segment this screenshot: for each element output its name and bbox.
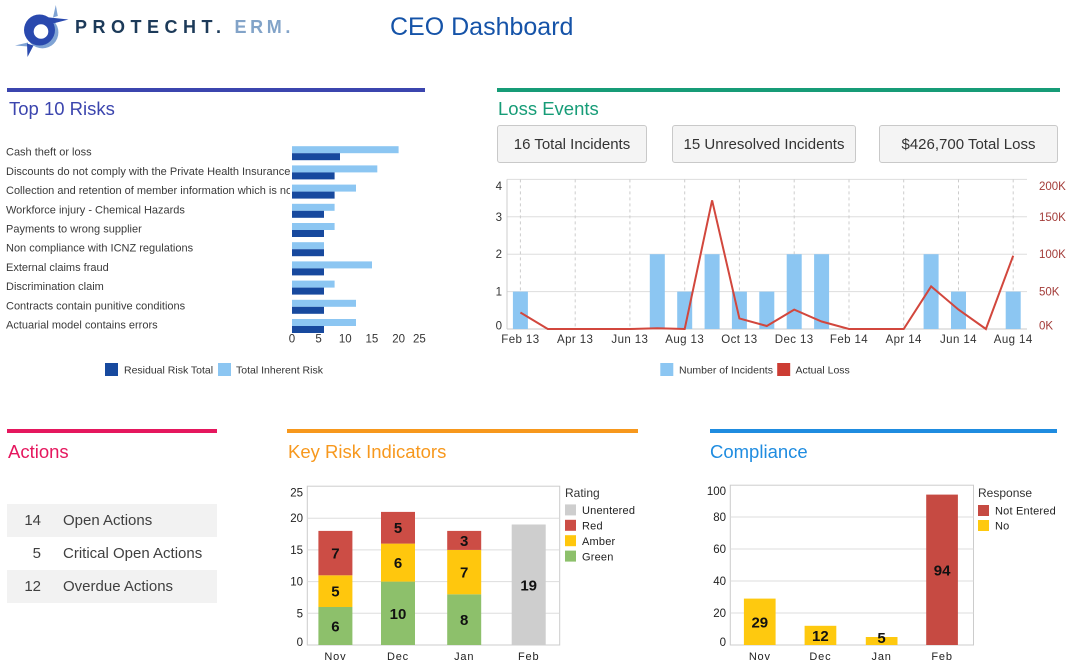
- svg-text:5: 5: [877, 630, 885, 647]
- svg-text:5: 5: [297, 608, 303, 620]
- svg-text:1: 1: [496, 287, 502, 299]
- svg-text:Payments to wrong supplier: Payments to wrong supplier: [6, 224, 142, 236]
- svg-text:2: 2: [496, 249, 502, 261]
- svg-text:0: 0: [496, 321, 502, 333]
- svg-text:Nov: Nov: [749, 651, 771, 663]
- svg-text:0K: 0K: [1039, 321, 1053, 333]
- svg-text:6: 6: [331, 619, 339, 636]
- svg-text:20: 20: [290, 513, 303, 525]
- svg-text:3: 3: [496, 212, 502, 224]
- svg-text:100K: 100K: [1039, 249, 1066, 261]
- svg-text:0: 0: [297, 637, 303, 649]
- svg-text:Jun 13: Jun 13: [611, 334, 648, 346]
- svg-text:7: 7: [331, 546, 339, 563]
- svg-text:Response: Response: [978, 486, 1032, 500]
- svg-text:10: 10: [339, 334, 352, 346]
- svg-text:15: 15: [366, 334, 379, 346]
- svg-text:10: 10: [390, 606, 407, 623]
- svg-text:Apr 14: Apr 14: [886, 334, 922, 346]
- svg-text:Non compliance with ICNZ regul: Non compliance with ICNZ regulations: [6, 243, 194, 255]
- svg-text:Actuarial model contains error: Actuarial model contains errors: [6, 320, 158, 332]
- svg-text:0: 0: [720, 637, 726, 649]
- svg-text:Contracts contain punitive con: Contracts contain punitive conditions: [6, 300, 186, 312]
- svg-text:19: 19: [520, 577, 537, 594]
- svg-text:Unentered: Unentered: [582, 505, 635, 517]
- svg-text:Aug 14: Aug 14: [994, 334, 1033, 346]
- svg-text:Dec: Dec: [387, 651, 409, 663]
- svg-text:20: 20: [713, 608, 726, 620]
- svg-text:Dec: Dec: [809, 651, 831, 663]
- svg-text:Jan: Jan: [872, 651, 892, 663]
- svg-text:Workforce injury - Chemical Ha: Workforce injury - Chemical Hazards: [6, 204, 185, 216]
- svg-text:Nov: Nov: [324, 651, 346, 663]
- svg-text:Feb 13: Feb 13: [501, 334, 539, 346]
- svg-text:Jun 14: Jun 14: [940, 334, 977, 346]
- svg-text:150K: 150K: [1039, 212, 1066, 224]
- svg-text:50K: 50K: [1039, 287, 1060, 299]
- svg-text:Oct 13: Oct 13: [721, 334, 757, 346]
- svg-text:12: 12: [812, 628, 829, 645]
- svg-text:25: 25: [413, 334, 426, 346]
- svg-text:5: 5: [315, 334, 321, 346]
- svg-text:Green: Green: [582, 551, 614, 563]
- svg-text:Apr 13: Apr 13: [557, 334, 593, 346]
- svg-text:No: No: [995, 521, 1009, 533]
- svg-text:Rating: Rating: [565, 486, 600, 500]
- svg-text:Not Entered: Not Entered: [995, 506, 1056, 518]
- svg-text:Red: Red: [582, 521, 603, 533]
- svg-text:15: 15: [290, 545, 303, 557]
- svg-text:200K: 200K: [1039, 181, 1066, 193]
- svg-text:Jan: Jan: [454, 651, 474, 663]
- svg-text:10: 10: [290, 577, 303, 589]
- svg-text:External claims fraud: External claims fraud: [6, 262, 109, 274]
- svg-text:6: 6: [394, 555, 402, 572]
- svg-text:Discrimination claim: Discrimination claim: [6, 281, 104, 293]
- svg-text:Feb: Feb: [518, 651, 539, 663]
- svg-text:Residual Risk Total: Residual Risk Total: [124, 365, 213, 377]
- svg-text:Number of Incidents: Number of Incidents: [679, 365, 773, 377]
- svg-text:20: 20: [392, 334, 405, 346]
- svg-text:5: 5: [331, 584, 339, 601]
- svg-text:Total Inherent Risk: Total Inherent Risk: [236, 365, 324, 377]
- svg-text:80: 80: [713, 512, 726, 524]
- svg-text:Feb 14: Feb 14: [830, 334, 868, 346]
- svg-text:Actual Loss: Actual Loss: [796, 365, 850, 377]
- svg-text:100: 100: [707, 486, 726, 498]
- svg-text:8: 8: [460, 612, 468, 629]
- svg-text:3: 3: [460, 533, 468, 550]
- svg-text:5: 5: [394, 520, 402, 537]
- svg-text:Aug 13: Aug 13: [665, 334, 704, 346]
- svg-text:40: 40: [713, 576, 726, 588]
- svg-text:60: 60: [713, 544, 726, 556]
- svg-text:4: 4: [496, 181, 503, 193]
- svg-text:25: 25: [290, 488, 303, 500]
- svg-text:94: 94: [934, 562, 951, 579]
- svg-text:29: 29: [751, 614, 768, 631]
- svg-text:Amber: Amber: [582, 536, 616, 548]
- svg-text:7: 7: [460, 565, 468, 582]
- svg-text:Dec 13: Dec 13: [775, 334, 814, 346]
- svg-text:Discounts do not comply with t: Discounts do not comply with the Private…: [6, 166, 290, 178]
- svg-text:0: 0: [289, 334, 295, 346]
- svg-text:Collection and retention of me: Collection and retention of member infor…: [6, 185, 295, 197]
- svg-text:Feb: Feb: [931, 651, 952, 663]
- svg-text:Cash theft or loss: Cash theft or loss: [6, 147, 92, 159]
